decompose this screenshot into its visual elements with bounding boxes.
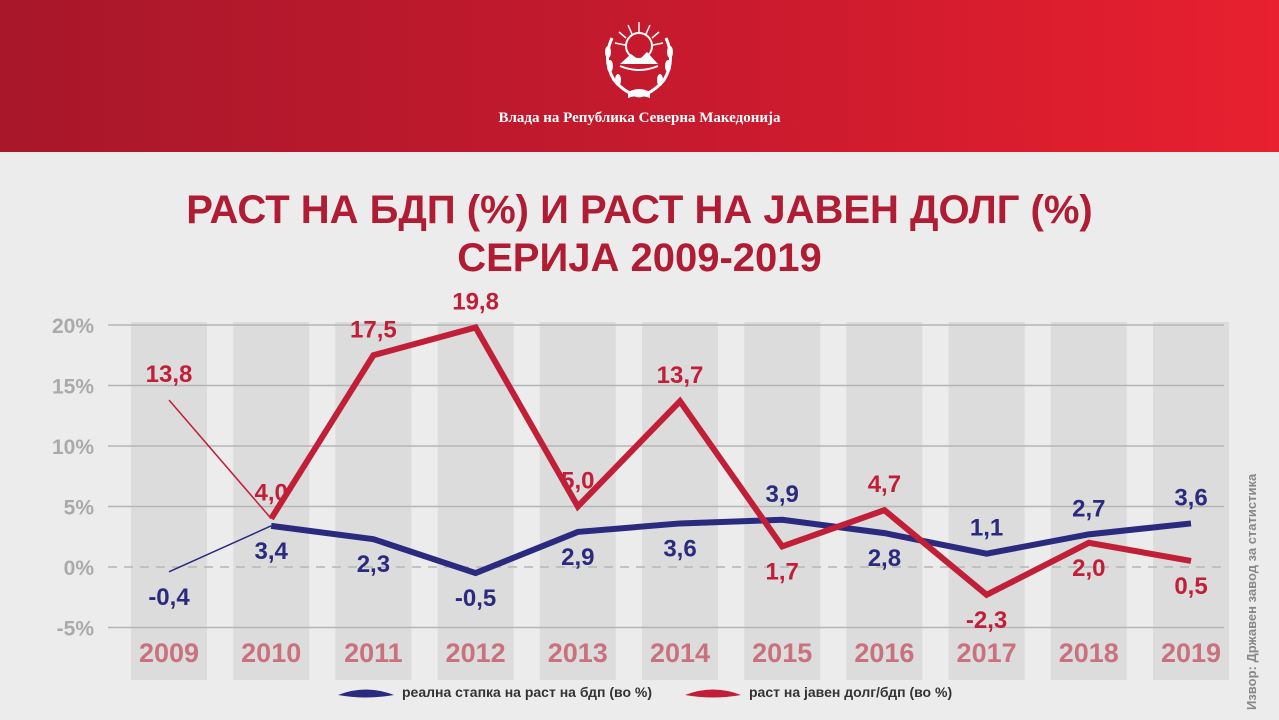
y-tick-label: 0%: [64, 557, 95, 580]
y-tick-label: -5%: [57, 618, 95, 641]
source-note: Извор: Државен завод за статистика: [1244, 473, 1259, 710]
x-tick-label: 2013: [548, 638, 608, 668]
x-tick-label: 2019: [1161, 638, 1221, 668]
x-tick-label: 2015: [752, 638, 812, 668]
column-band-2016: [846, 322, 923, 680]
gdp-data-label: 3,6: [663, 535, 696, 562]
debt-data-label: 13,7: [657, 362, 704, 389]
legend-gdp-label: реална стапка на раст на бдп (во %): [402, 684, 653, 700]
debt-data-label: 19,8: [452, 288, 499, 315]
gdp-data-label: 3,9: [766, 481, 799, 508]
legend-debt-label: раст на јавен долг/бдп (во %): [749, 684, 953, 700]
debt-data-label: 4,7: [868, 471, 901, 498]
column-band-2019: [1153, 322, 1229, 680]
debt-data-label: 13,8: [146, 361, 193, 388]
column-band-2010: [233, 322, 310, 680]
debt-line: [268, 323, 1192, 599]
gdp-line-thin: [168, 525, 272, 573]
x-tick-label: 2010: [241, 638, 301, 668]
government-title: Влада на Република Северна Македонија: [498, 110, 781, 126]
x-tick-label: 2014: [650, 638, 710, 668]
gdp-data-label: 2,9: [561, 544, 594, 571]
debt-data-label: 5,0: [561, 468, 594, 495]
y-tick-label: 5%: [64, 497, 95, 520]
x-tick-label: 2018: [1059, 638, 1119, 668]
x-tick-label: 2017: [957, 638, 1017, 668]
chart-title-line1: РАСТ НА БДП (%) И РАСТ НА ЈАВЕН ДОЛГ (%): [186, 188, 1093, 232]
gdp-data-label: 2,3: [357, 551, 390, 578]
y-tick-label: 15%: [52, 376, 94, 399]
gdp-line: [270, 516, 1192, 577]
gdp-data-label: 3,6: [1174, 484, 1207, 511]
debt-data-label: 4,0: [255, 480, 288, 507]
gdp-data-label: 3,4: [255, 538, 289, 565]
legend-gdp-swatch: [338, 689, 394, 698]
column-band-2018: [1050, 322, 1127, 680]
column-band-2012: [437, 322, 514, 680]
column-band-2011: [335, 322, 412, 680]
legend-gdp: реална стапка на раст на бдп (во %): [336, 684, 652, 700]
chart-title-line2: СЕРИЈА 2009-2019: [457, 236, 822, 280]
gdp-data-label: 1,1: [970, 515, 1003, 542]
gdp-data-label: -0,5: [455, 585, 496, 612]
legend-debt-swatch: [685, 689, 741, 698]
debt-data-label: 2,0: [1072, 555, 1105, 582]
x-tick-label: 2016: [854, 638, 914, 668]
debt-line-thin: [168, 399, 272, 520]
column-band-2017: [948, 322, 1025, 680]
coat-of-arms-emblem: [605, 22, 673, 98]
gdp-data-label: 2,8: [868, 545, 901, 572]
column-band-2014: [642, 322, 718, 680]
x-tick-label: 2011: [344, 638, 403, 668]
debt-data-label: 1,7: [766, 558, 799, 585]
legend-debt: раст на јавен долг/бдп (во %): [683, 684, 952, 700]
debt-data-label: 17,5: [350, 316, 397, 343]
debt-data-label: -2,3: [966, 607, 1007, 634]
debt-data-label: 0,5: [1174, 573, 1207, 600]
column-band-2009: [131, 322, 207, 680]
column-band-2015: [744, 322, 821, 680]
y-tick-label: 10%: [52, 436, 94, 459]
gdp-data-label: -0,4: [148, 584, 190, 611]
y-tick-label: 20%: [52, 315, 94, 338]
gdp-data-label: 2,7: [1072, 495, 1105, 522]
x-tick-label: 2009: [139, 638, 199, 668]
x-tick-label: 2012: [446, 638, 506, 668]
header-banner: Влада на Република Северна Македонија: [0, 0, 1279, 152]
